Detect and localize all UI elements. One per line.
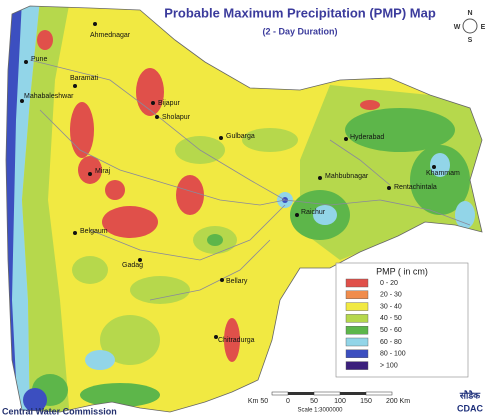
- legend-label: 50 - 60: [380, 327, 402, 334]
- city-dot: [93, 22, 97, 26]
- city-label: Chitradurga: [218, 337, 255, 344]
- scale-label: 150: [360, 398, 372, 405]
- city-dot: [73, 84, 77, 88]
- legend-label: 80 - 100: [380, 351, 406, 358]
- city-label: Pune: [31, 56, 47, 63]
- scale-label: Km 50: [248, 398, 268, 405]
- city-dot: [432, 165, 436, 169]
- scale-label: 200 Km: [386, 398, 410, 405]
- legend-label: 30 - 40: [380, 303, 402, 310]
- map-subtitle: (2 - Day Duration): [262, 26, 337, 36]
- city-label: Ahmednagar: [90, 32, 131, 39]
- scale-label: 0: [286, 398, 290, 405]
- compass-ring: [462, 18, 478, 34]
- city-label: Bellary: [226, 278, 248, 285]
- city-label: Khammam: [426, 170, 460, 177]
- city-label: Mahabaleshwar: [24, 93, 74, 100]
- compass-n: N: [467, 10, 472, 17]
- legend-swatch: [345, 314, 369, 323]
- logo: CDAC: [457, 403, 483, 413]
- city-dot: [155, 115, 159, 119]
- city-label: Belgaum: [80, 228, 108, 235]
- organization: Central Water Commission: [2, 406, 117, 416]
- city-dot: [295, 213, 299, 217]
- city-dot: [73, 231, 77, 235]
- legend-label: 20 - 30: [380, 292, 402, 299]
- city-label: Miraj: [95, 168, 111, 175]
- city-label: Rentachintala: [394, 184, 437, 191]
- legend: PMP ( in cm) 0 - 20 20 - 30 30 - 40 40 - 50…: [335, 262, 469, 378]
- legend-swatch: [345, 290, 369, 299]
- city-label: Baramati: [70, 75, 98, 82]
- city-dot: [24, 60, 28, 64]
- compass-e: E: [481, 24, 486, 31]
- city-dot: [220, 278, 224, 282]
- legend-label: 40 - 50: [380, 315, 402, 322]
- city-label: Raichur: [301, 209, 326, 216]
- city-dot: [151, 101, 155, 105]
- basin-outline: [5, 5, 483, 413]
- city-dot: [138, 258, 142, 262]
- city-dot: [344, 137, 348, 141]
- legend-swatch: [345, 326, 369, 335]
- map-title: Probable Maximum Precipitation (PMP) Map: [164, 5, 436, 20]
- legend-swatch: [345, 361, 369, 370]
- city-dot: [219, 136, 223, 140]
- legend-title: PMP ( in cm): [376, 266, 428, 276]
- city-dot: [20, 99, 24, 103]
- logo-hindi: सौडैक: [459, 389, 481, 400]
- scale-label: 100: [334, 398, 346, 405]
- scale-ratio: Scale 1:3000000: [297, 408, 343, 414]
- city-dot: [214, 335, 218, 339]
- compass-s: S: [468, 37, 473, 44]
- city-labels: Ahmednagar Pune Baramati Mahabaleshwar B…: [20, 22, 460, 344]
- legend-swatch: [345, 278, 369, 288]
- scale-bar: [271, 391, 393, 396]
- city-label: Bijapur: [158, 100, 180, 107]
- legend-swatch: [345, 302, 369, 311]
- city-dot: [88, 172, 92, 176]
- legend-swatch: [345, 337, 369, 347]
- compass: N E S W: [454, 10, 486, 44]
- city-label: Mahbubnagar: [325, 173, 369, 180]
- legend-label: > 100: [380, 362, 398, 369]
- compass-w: W: [454, 24, 461, 31]
- city-label: Sholapur: [162, 114, 191, 121]
- city-label: Gulbarga: [226, 133, 255, 140]
- scale-labels: Km 50 0 50 100 150 200 Km: [248, 398, 410, 405]
- city-label: Gadag: [122, 262, 143, 269]
- legend-label: 60 - 80: [380, 339, 402, 346]
- legend-swatch: [345, 349, 369, 358]
- city-label: Hyderabad: [350, 134, 384, 141]
- city-dot: [318, 176, 322, 180]
- legend-label: 0 - 20: [380, 280, 398, 287]
- city-dot: [387, 186, 391, 190]
- scale-label: 50: [310, 398, 318, 405]
